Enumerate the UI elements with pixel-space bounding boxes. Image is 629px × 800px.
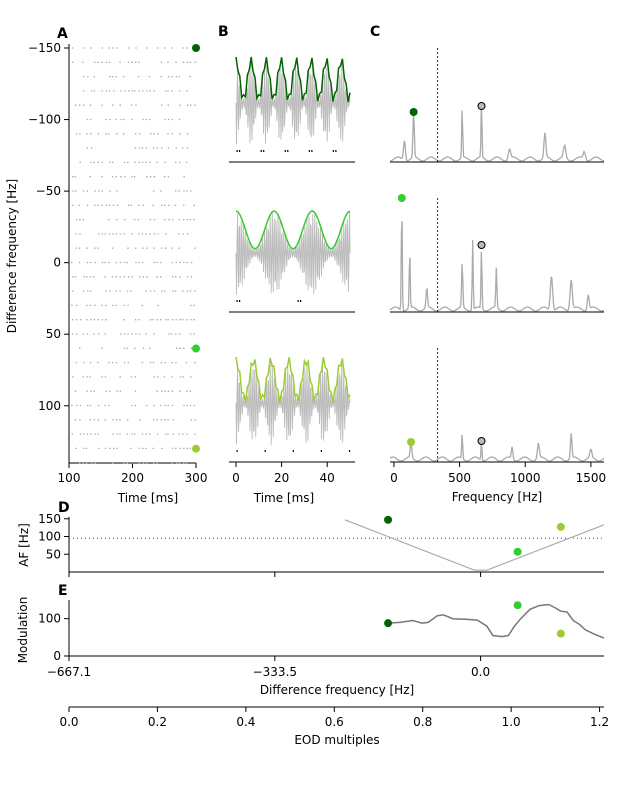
panel-a-marker [192, 344, 200, 353]
panel-e-marker [556, 629, 565, 638]
panel-e-ytick-label: 100 [38, 612, 61, 626]
panel-a-ytick-label: −50 [36, 184, 61, 198]
panel-b-xtick-label: 0 [232, 471, 240, 485]
eod-multiples-tick-label: 0.2 [148, 715, 167, 729]
panel-b-spikes [236, 150, 337, 152]
eod-multiples-tick-label: 1.2 [590, 715, 609, 729]
panel-c-spectrum-line [389, 104, 605, 162]
panel-e-xlabel: Difference frequency [Hz] [260, 683, 414, 697]
panel-d-marker [513, 547, 522, 556]
panel-e-ylabel: Modulation [16, 597, 30, 664]
panel-c-xtick-label: 500 [448, 471, 471, 485]
panel-b-carrier-trace [235, 211, 351, 295]
panel-label-d: D [58, 500, 70, 516]
panel-d-marker [556, 522, 565, 531]
panel-e-xtick-label: 0.0 [471, 665, 490, 679]
eod-multiples-tick-label: 0.4 [236, 715, 255, 729]
panel-b-carrier-trace [235, 361, 351, 445]
panel-b-envelope-line [235, 210, 351, 250]
panel-a-xtick-label: 100 [58, 471, 81, 485]
panel-e-modulation-curve [388, 603, 605, 639]
panel-d-ytick-label: 50 [46, 547, 61, 561]
panel-a-spike-raster [71, 47, 196, 464]
panel-c-xtick-label: 1500 [576, 471, 607, 485]
panel-c-peak-marker [407, 438, 416, 446]
panel-d-ytick-label: 100 [38, 530, 61, 544]
panel-label-b: B [218, 24, 229, 40]
panel-e-secondary-xlabel: EOD multiples [294, 733, 379, 747]
panel-e-xtick-label: −333.5 [253, 665, 297, 679]
panel-b-spikes [236, 450, 351, 452]
panel-b-spikes [236, 300, 302, 302]
panel-c-reference-marker [477, 437, 486, 445]
panel-b-envelope-line [235, 56, 351, 103]
eod-multiples-tick-label: 0.8 [413, 715, 432, 729]
panel-b-xlabel: Time [ms] [253, 491, 315, 505]
panel-b-xtick-label: 20 [274, 471, 289, 485]
panel-e-marker [384, 619, 393, 628]
panel-a-ytick-label: 100 [38, 399, 61, 413]
panel-label-c: C [370, 24, 380, 40]
panel-d-ytick-label: 150 [38, 512, 61, 526]
eod-multiples-tick-label: 0.6 [325, 715, 344, 729]
panel-c-peak-marker [409, 108, 418, 116]
eod-multiples-tick-label: 1.0 [502, 715, 521, 729]
panel-a-marker [192, 44, 200, 52]
eod-multiples-tick-label: 0.0 [59, 715, 78, 729]
panel-c-xtick-label: 1000 [510, 471, 541, 485]
panel-d-marker [384, 515, 393, 524]
panel-d-ylabel: AF [Hz] [17, 523, 31, 567]
panel-c-xlabel: Frequency [Hz] [452, 490, 543, 504]
panel-label-e: E [58, 583, 68, 599]
panel-a-xtick-label: 300 [185, 471, 208, 485]
panel-a-ytick-label: 0 [53, 256, 61, 270]
panel-c-reference-marker [477, 102, 486, 110]
panel-a-xtick-label: 200 [121, 471, 144, 485]
panel-d-af-curve [344, 519, 605, 571]
panel-c-spectrum-line [389, 433, 605, 462]
panel-a-ytick-label: −150 [28, 41, 61, 55]
panel-a-ytick-label: −100 [28, 113, 61, 127]
panel-a-xlabel: Time [ms] [117, 491, 179, 505]
panel-e-marker [513, 601, 522, 610]
panel-e-xtick-label: −667.1 [47, 665, 91, 679]
panel-a-marker [192, 444, 200, 453]
panel-b-xtick-label: 40 [320, 471, 335, 485]
panel-b-envelope-line [235, 356, 351, 403]
panel-b-carrier-trace [235, 61, 351, 145]
panel-c-xtick-label: 0 [390, 471, 398, 485]
panel-e-ytick-label: 0 [53, 649, 61, 663]
panel-a-ytick-label: 50 [46, 327, 61, 341]
panel-label-a: A [57, 26, 68, 42]
panel-c-peak-marker [397, 194, 406, 202]
panel-c-reference-marker [477, 241, 486, 249]
panel-a-ylabel: Difference frequency [Hz] [5, 179, 19, 333]
panel-c-spectrum-line [389, 221, 605, 312]
